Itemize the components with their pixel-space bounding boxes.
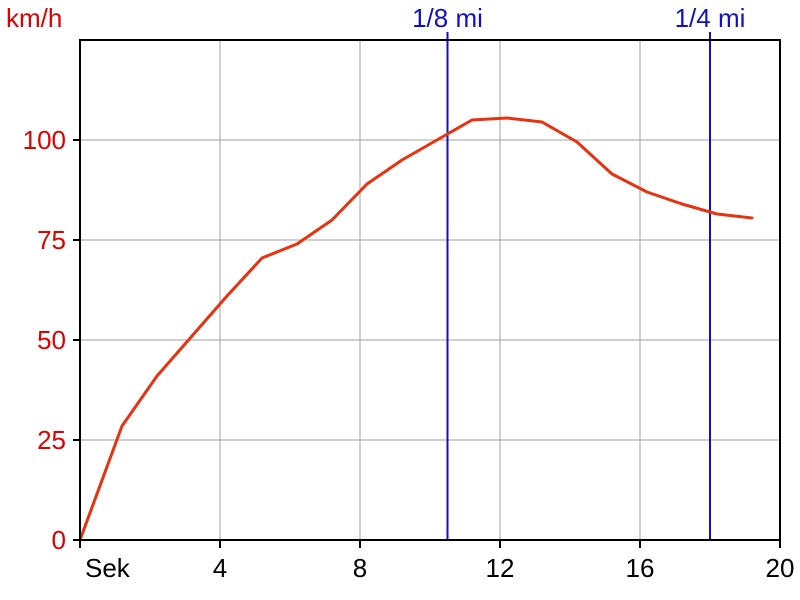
plot-frame [79,39,781,541]
distance-marker-label: 1/4 mi [675,3,746,33]
label-layer: 4 8 12 16 20 0 25 50 75 100 [23,125,795,583]
marker-layer: 1/8 mi 1/4 mi [412,3,745,540]
distance-marker-label: 1/8 mi [412,3,483,33]
speed-series-line [78,116,754,542]
y-tick-label: 25 [37,425,66,455]
y-unit-label: km/h [6,3,62,33]
y-tick-label: 100 [23,125,66,155]
x-tick-label: 20 [766,553,795,583]
x-tick-label: 12 [486,553,515,583]
grid-layer [80,40,780,540]
series-layer [78,116,754,542]
y-tick-label: 75 [37,225,66,255]
x-tick-label: 8 [353,553,367,583]
x-tick-label: 4 [213,553,227,583]
y-tick-label: 50 [37,325,66,355]
x-unit-label: Sek [85,553,131,583]
y-tick-label: 0 [52,525,66,555]
x-tick-label: 16 [626,553,655,583]
